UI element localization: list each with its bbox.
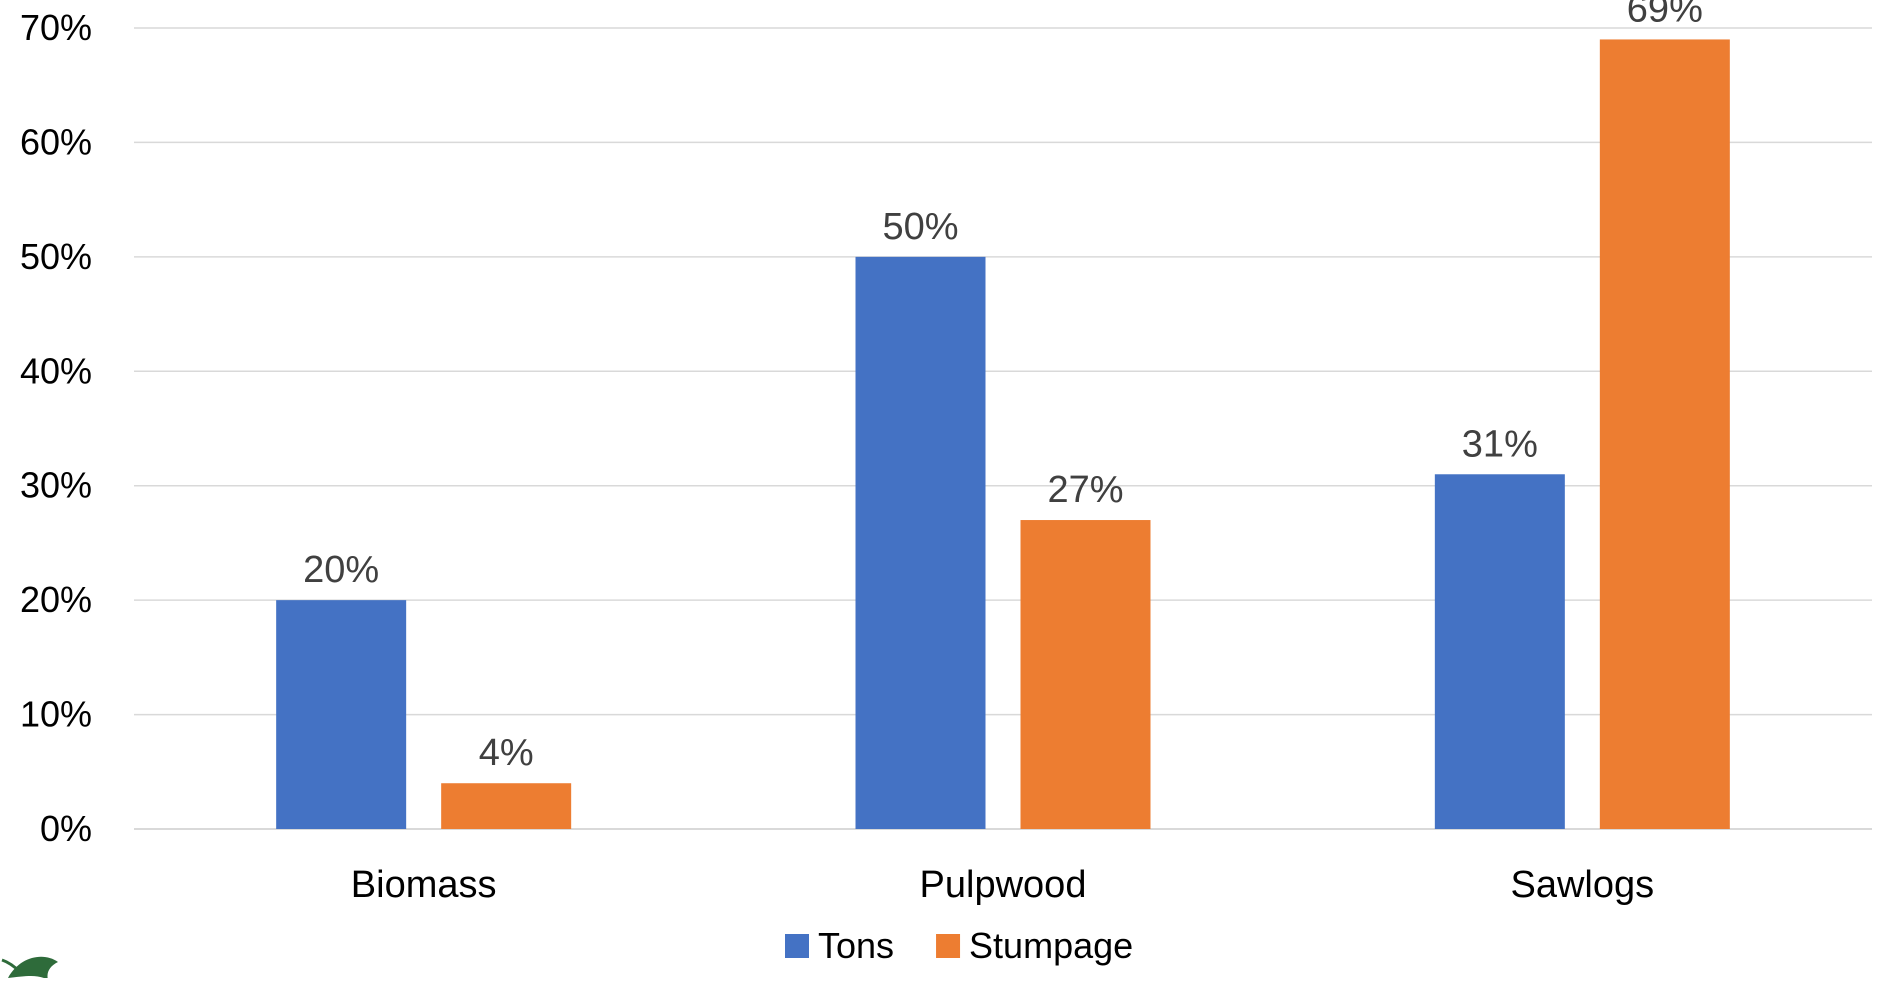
- category-label: Pulpwood: [920, 864, 1087, 906]
- legend-label: Tons: [818, 925, 894, 966]
- y-tick-label: 30%: [20, 465, 92, 506]
- bar-stumpage-pulpwood: [1020, 520, 1151, 829]
- bar-stumpage-sawlogs: [1599, 39, 1730, 829]
- y-tick-label: 10%: [20, 694, 92, 735]
- x-axis-categories: Biomass Pulpwood Sawlogs: [351, 864, 1654, 906]
- y-tick-label: 40%: [20, 350, 92, 391]
- bars: [276, 39, 1730, 829]
- y-tick-label: 0%: [40, 808, 92, 849]
- data-label: 27%: [1047, 469, 1123, 511]
- category-label: Biomass: [351, 864, 497, 906]
- bar-tons-biomass: [276, 600, 407, 829]
- data-label: 50%: [882, 206, 958, 248]
- data-label: 20%: [303, 549, 379, 591]
- category-label: Sawlogs: [1511, 864, 1655, 906]
- legend-swatch: [785, 934, 809, 958]
- y-axis-ticks: 0% 10% 20% 30% 40% 50% 60% 70%: [20, 7, 92, 849]
- bar-tons-sawlogs: [1434, 474, 1565, 829]
- y-tick-label: 70%: [20, 7, 92, 48]
- data-label: 4%: [479, 732, 534, 774]
- legend-swatch: [936, 934, 961, 958]
- legend-item-tons: Tons: [785, 925, 894, 966]
- bar-tons-pulpwood: [855, 256, 986, 829]
- legend-item-stumpage: Stumpage: [936, 925, 1133, 966]
- data-labels: 20% 4% 50% 27% 31% 69%: [303, 0, 1703, 774]
- y-tick-label: 20%: [20, 579, 92, 620]
- gridlines: [134, 27, 1872, 830]
- legend-label: Stumpage: [969, 925, 1133, 966]
- bar-stumpage-biomass: [441, 783, 572, 829]
- y-tick-label: 60%: [20, 121, 92, 162]
- legend: Tons Stumpage: [785, 925, 1133, 966]
- y-tick-label: 50%: [20, 236, 92, 277]
- leaf-logo-icon: [1, 956, 58, 980]
- data-label: 69%: [1627, 0, 1703, 30]
- data-label: 31%: [1462, 423, 1538, 465]
